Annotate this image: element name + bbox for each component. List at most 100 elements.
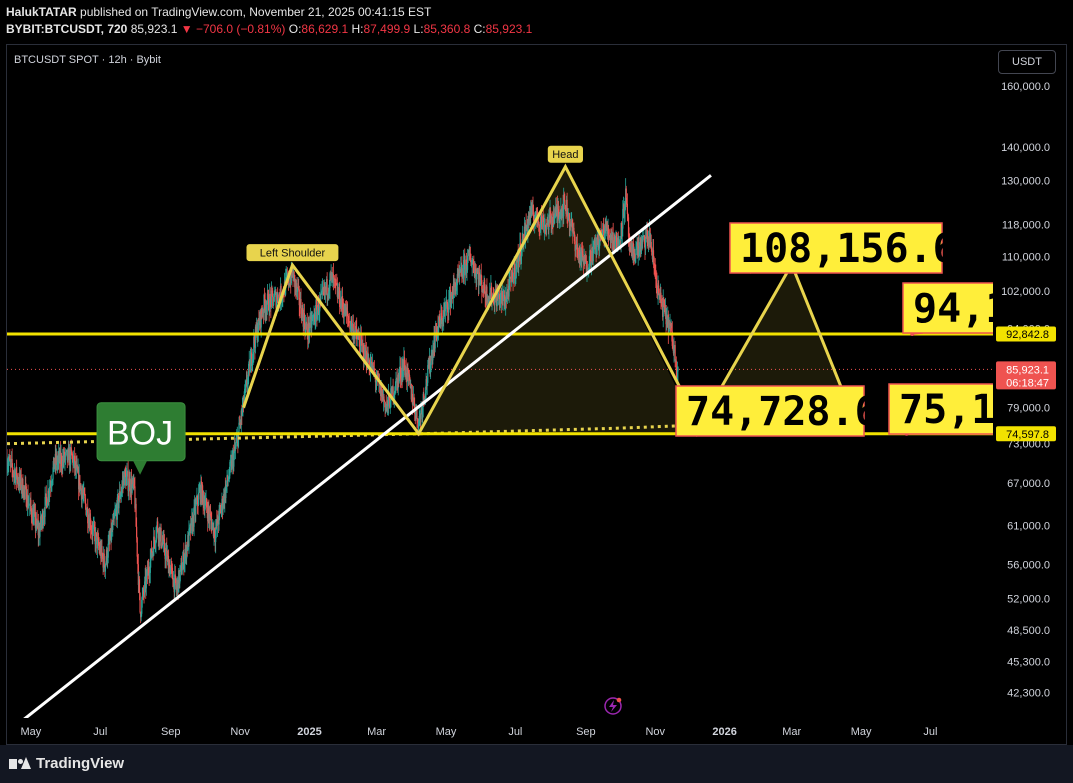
candle-body bbox=[120, 491, 122, 496]
candle-body bbox=[246, 384, 249, 387]
candle-body bbox=[112, 521, 114, 531]
candle-body bbox=[660, 292, 662, 302]
candle-body bbox=[538, 224, 540, 227]
candle-body bbox=[514, 276, 516, 280]
candle-body bbox=[54, 464, 56, 470]
candle-body bbox=[116, 497, 118, 520]
candle-body bbox=[454, 281, 456, 288]
x-tick-label: Nov bbox=[645, 726, 665, 738]
callout-lower-target-text: 75,19 bbox=[899, 387, 1019, 433]
candle-body bbox=[617, 238, 619, 247]
callout-right-shoulder: 108,156.6 bbox=[729, 222, 957, 274]
candle-body bbox=[30, 499, 32, 509]
candle-body bbox=[227, 475, 229, 482]
candle-body bbox=[456, 285, 458, 287]
candle-body bbox=[262, 312, 264, 316]
candle-body bbox=[72, 459, 75, 466]
candle-body bbox=[348, 319, 350, 322]
candle-body bbox=[498, 294, 501, 305]
candle-body bbox=[303, 313, 305, 326]
candle-body bbox=[82, 493, 84, 495]
candle-body bbox=[514, 263, 516, 280]
candle-body bbox=[510, 270, 512, 283]
x-tick-label: Sep bbox=[161, 726, 181, 738]
candle-body bbox=[137, 564, 139, 585]
candle-body bbox=[345, 307, 348, 314]
candle-body bbox=[356, 328, 358, 336]
candle-body bbox=[671, 331, 673, 346]
candle-body bbox=[107, 543, 109, 558]
candle-body bbox=[52, 467, 54, 480]
candle-body bbox=[592, 247, 594, 262]
footer-bar: TradingView bbox=[0, 745, 1073, 783]
candle-body bbox=[606, 222, 608, 229]
candle-body bbox=[549, 210, 551, 219]
candle-body bbox=[383, 400, 386, 402]
candle-body bbox=[653, 257, 655, 266]
y-tick-label: 45,300.0 bbox=[1007, 656, 1050, 668]
candle-body bbox=[257, 318, 259, 334]
tradingview-logo[interactable]: TradingView bbox=[9, 755, 124, 772]
candle-body bbox=[630, 249, 632, 251]
candle-body bbox=[478, 272, 481, 282]
candle-body bbox=[252, 352, 254, 354]
candle-body bbox=[302, 308, 304, 315]
candle-body bbox=[452, 283, 454, 299]
candle-body bbox=[461, 265, 463, 276]
candle-body bbox=[118, 500, 120, 509]
candle-body bbox=[180, 563, 183, 575]
price-change: −706.0 (−0.81%) bbox=[196, 22, 286, 36]
candle-body bbox=[669, 323, 672, 327]
currency-button[interactable]: USDT bbox=[998, 50, 1056, 74]
candle-body bbox=[273, 301, 275, 306]
close-value: 85,923.1 bbox=[485, 22, 533, 36]
candle-body bbox=[564, 205, 566, 210]
candle-body bbox=[12, 467, 14, 473]
candle-body bbox=[474, 268, 476, 277]
candle-body bbox=[328, 287, 331, 292]
candle-body bbox=[292, 271, 295, 281]
x-tick-label: Jul bbox=[508, 726, 522, 738]
candle-body bbox=[97, 537, 100, 546]
candle-body bbox=[92, 527, 94, 535]
candle-body bbox=[432, 349, 434, 361]
candle-body bbox=[464, 264, 466, 276]
author-name[interactable]: HalukTATAR bbox=[6, 5, 77, 19]
candle-body bbox=[597, 234, 599, 242]
y-axis: 160,000.0 140,000.0 130,000.0 118,000.0 110,… bbox=[1001, 81, 1050, 700]
candle-body bbox=[233, 446, 236, 454]
candle-body bbox=[635, 248, 638, 250]
candle-body bbox=[614, 241, 617, 243]
candle-body bbox=[41, 520, 43, 525]
chart-title: BTCUSDT SPOT · 12h · Bybit bbox=[14, 54, 161, 66]
candle-body bbox=[476, 272, 478, 280]
candle-body bbox=[471, 262, 473, 265]
candle-body bbox=[96, 537, 99, 549]
candle-body bbox=[134, 486, 136, 509]
candle-body bbox=[658, 285, 660, 296]
candle-body bbox=[64, 452, 67, 458]
candle-body bbox=[505, 296, 507, 306]
candle-body bbox=[655, 278, 657, 284]
candle-body bbox=[416, 419, 419, 422]
candle-body bbox=[398, 373, 400, 378]
ohlc-header: BYBIT:BTCUSDT, 720 85,923.1 ▼ −706.0 (−0… bbox=[6, 22, 532, 36]
candle-body bbox=[394, 392, 396, 394]
candle-body bbox=[318, 301, 320, 315]
candle-body bbox=[627, 214, 629, 218]
candle-body bbox=[139, 592, 141, 613]
candle-body bbox=[298, 286, 300, 290]
candle-body bbox=[527, 223, 529, 233]
candle-body bbox=[300, 298, 302, 314]
price-chart[interactable]: Left ShoulderHeadRight Shoulder108,156.6… bbox=[0, 0, 1073, 745]
candle-body bbox=[64, 457, 66, 461]
candle-body bbox=[594, 239, 596, 245]
candle-body bbox=[198, 490, 200, 493]
y-tick-label: 130,000.0 bbox=[1001, 176, 1050, 188]
candle-body bbox=[71, 454, 73, 457]
x-tick-label: May bbox=[436, 726, 457, 738]
candle-body bbox=[469, 253, 472, 262]
candle-body bbox=[373, 369, 375, 373]
candle-body bbox=[343, 309, 345, 317]
y-tick-label: 102,000.0 bbox=[1001, 286, 1050, 298]
